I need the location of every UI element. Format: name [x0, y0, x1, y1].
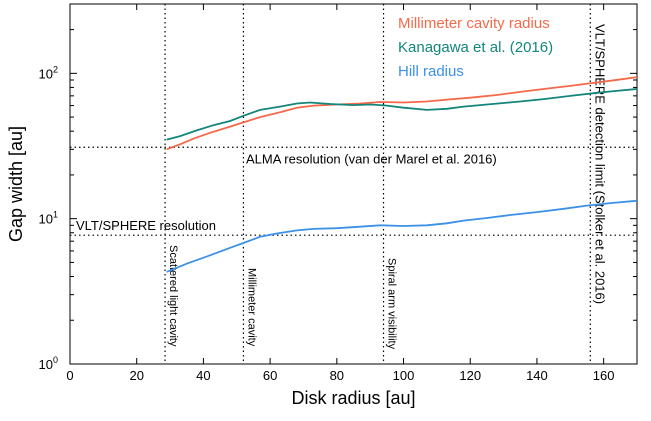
sphere-detection-limit-label: VLT/SPHERE detection limit (Stolker et a…	[592, 24, 607, 304]
x-tick-label: 140	[526, 368, 548, 383]
alma-resolution-label: ALMA resolution (van der Marel et al. 20…	[246, 151, 497, 166]
x-tick-label: 100	[393, 368, 415, 383]
legend-hill-radius: Hill radius	[398, 63, 464, 80]
x-tick-label: 40	[196, 368, 210, 383]
plot-area: 0 20 40 60 80 100 120 140 160 100 101 102 Disk radiu…	[6, 3, 638, 408]
legend-kanagawa: Kanagawa et al. (2016)	[398, 39, 553, 56]
x-tick-label: 120	[459, 368, 481, 383]
sphere-resolution-label: VLT/SPHERE resolution	[76, 218, 216, 233]
plot-frame	[69, 3, 638, 365]
y-tick-label: 101	[39, 210, 58, 227]
x-tick-label: 160	[593, 368, 615, 383]
scattered-light-cavity-label: Scattered light cavity	[167, 245, 179, 347]
spiral-arm-visibility-label: Spiral arm visibility	[386, 258, 398, 350]
x-tick-label: 60	[263, 368, 277, 383]
kanagawa-series	[166, 88, 638, 141]
x-tick-label: 20	[129, 368, 143, 383]
y-tick-label: 100	[39, 355, 58, 372]
y-tick-label: 102	[39, 64, 58, 81]
millimeter-cavity-label: Millimeter cavity	[245, 268, 257, 347]
y-axis-label: Gap width [au]	[6, 126, 26, 242]
x-tick-label: 80	[330, 368, 344, 383]
x-tick-label: 0	[66, 368, 73, 383]
legend-millimeter-cavity: Millimeter cavity radius	[398, 15, 550, 32]
hill-radius-series	[166, 199, 638, 273]
millimeter-cavity-series	[166, 76, 638, 151]
x-axis-label: Disk radius [au]	[291, 388, 415, 408]
